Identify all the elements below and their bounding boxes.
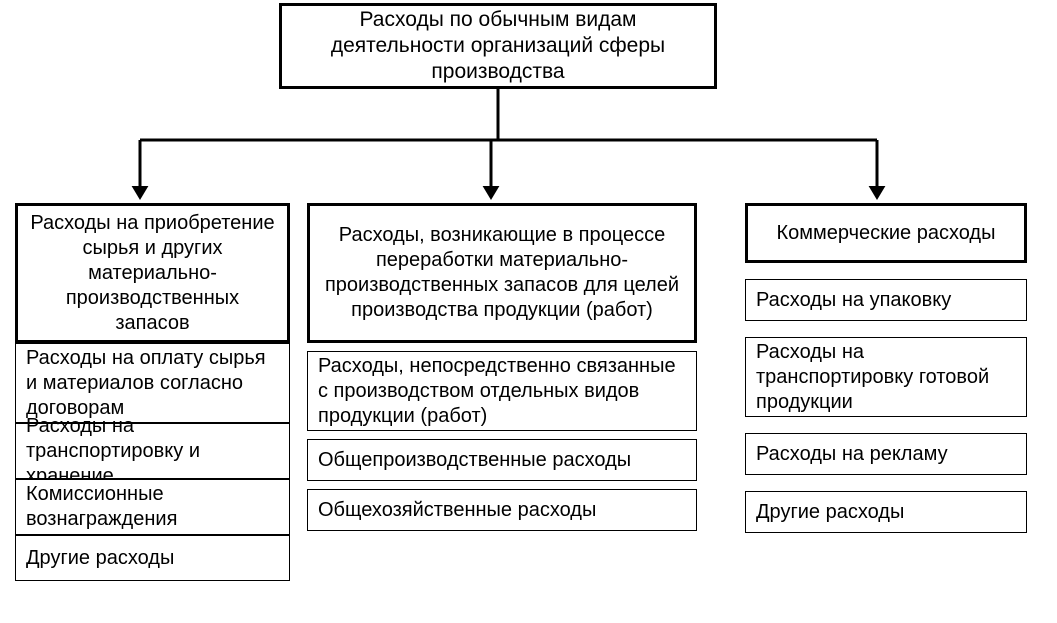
column-item: Другие расходы — [745, 491, 1027, 533]
column-header: Расходы, возникающие в процессе перерабо… — [307, 203, 697, 343]
column-item: Расходы на упаковку — [745, 279, 1027, 321]
column-item: Расходы на рекламу — [745, 433, 1027, 475]
column-item: Общехозяйственные расходы — [307, 489, 697, 531]
column-item: Расходы на оплату сырья и материалов сог… — [15, 343, 290, 423]
column-item: Общепроизводственные расходы — [307, 439, 697, 481]
column-item: Расходы на транспортировку готовой проду… — [745, 337, 1027, 417]
column-item: Расходы, непосредственно связанные с про… — [307, 351, 697, 431]
column-header: Расходы на приобретение сырья и других м… — [15, 203, 290, 343]
column-header: Коммерческие расходы — [745, 203, 1027, 263]
diagram-stage: Расходы по обычным видам деятельности ор… — [0, 0, 1057, 623]
column-item: Другие расходы — [15, 535, 290, 581]
column-item: Расходы на транспортировку и хранение — [15, 423, 290, 479]
root-node: Расходы по обычным видам деятельности ор… — [279, 3, 717, 89]
column-item: Комиссионные вознаграждения — [15, 479, 290, 535]
